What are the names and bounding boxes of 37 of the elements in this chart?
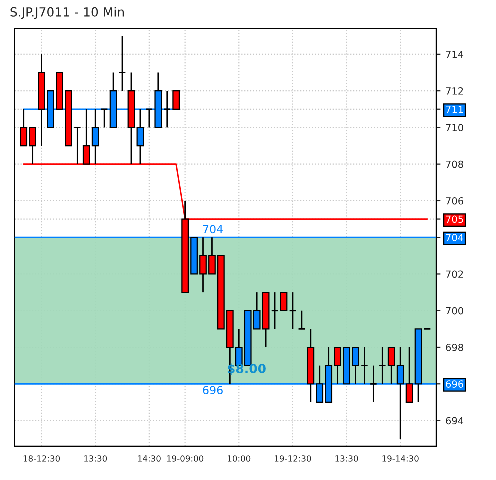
candlestick [172, 90, 180, 110]
x-tick-label: 13:30 [84, 456, 108, 462]
x-tick-label: 19-12:30 [275, 456, 312, 462]
chart-title: S.JP.J7011 - 10 Min [10, 7, 124, 20]
x-tick-label: 14:30 [138, 456, 161, 462]
y-tick-label: 698 [446, 344, 464, 352]
x-tick-label: 19-09:00 [167, 456, 204, 462]
candlestick [118, 35, 126, 92]
y-tick-label: 710 [446, 124, 464, 132]
y-tick-label: 706 [446, 197, 464, 205]
y-tick-label: 714 [446, 51, 464, 58]
y-tick-label: 712 [446, 88, 464, 95]
y-tick-label: 696 [446, 380, 464, 388]
candlestick [298, 310, 306, 330]
candlestick [370, 365, 378, 404]
ref-line-label: 704 [203, 225, 224, 234]
x-tick-label: 18-12:30 [24, 456, 60, 462]
candlestick [378, 346, 386, 385]
x-tick-label: 10:00 [228, 456, 251, 462]
x-tick-label: 13:30 [336, 456, 358, 462]
y-tick-label: 700 [446, 307, 464, 315]
y-tick-label: 705 [446, 216, 464, 224]
candlestick [289, 292, 297, 330]
candlestick [100, 108, 108, 128]
y-tick-label: 711 [446, 106, 464, 114]
candlestick [271, 292, 279, 330]
y-tick-label: 702 [446, 270, 464, 278]
candlestick [164, 90, 172, 128]
ref-line-label: 696 [203, 386, 223, 395]
y-tick-label: 708 [446, 160, 464, 168]
y-tick-label: 694 [446, 417, 464, 425]
x-tick-label: 19-14:30 [382, 456, 419, 462]
candlestick [360, 346, 369, 385]
candlestick [280, 292, 288, 312]
candlestick [74, 127, 82, 166]
y-tick-label: 704 [446, 234, 464, 242]
candlestick [146, 108, 154, 128]
